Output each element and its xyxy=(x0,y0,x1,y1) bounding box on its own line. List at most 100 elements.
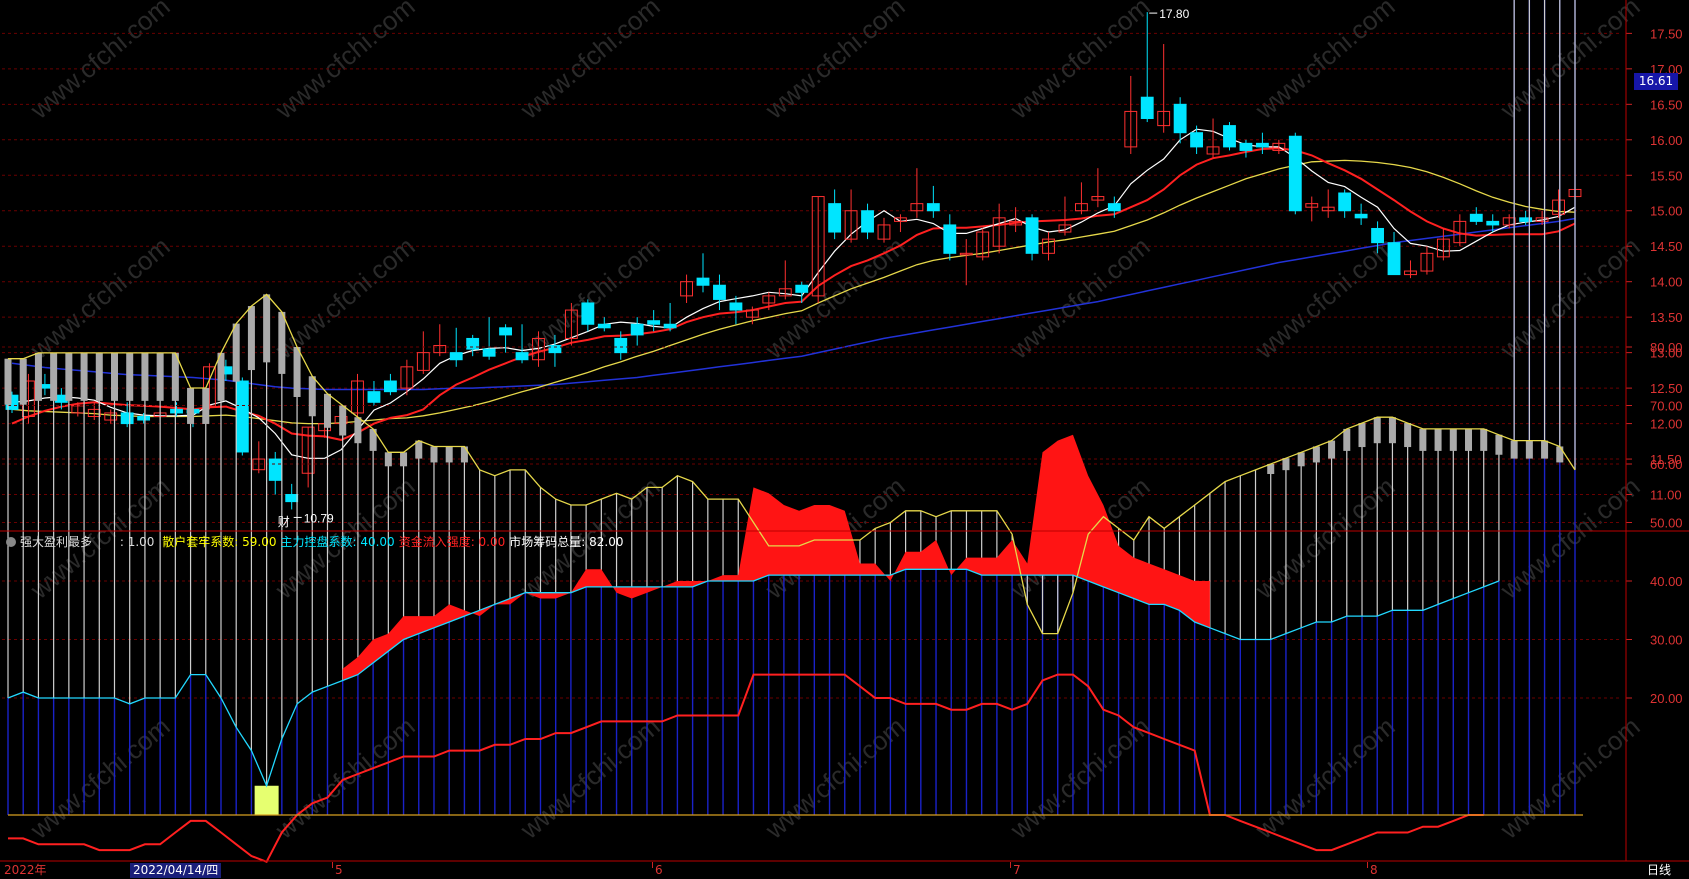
candle[interactable] xyxy=(1173,103,1187,134)
candle[interactable] xyxy=(1107,203,1121,212)
candle[interactable] xyxy=(252,458,266,471)
candle[interactable] xyxy=(1387,242,1401,276)
candle[interactable] xyxy=(548,345,562,354)
candle[interactable] xyxy=(285,494,299,503)
candle[interactable] xyxy=(1255,142,1269,148)
candle[interactable] xyxy=(959,252,973,256)
indicator-name[interactable]: 强大盈利最多 xyxy=(20,535,93,549)
candle[interactable] xyxy=(515,352,529,361)
candle[interactable] xyxy=(1338,192,1352,212)
candle[interactable] xyxy=(1091,196,1105,201)
candle[interactable] xyxy=(680,281,693,297)
candle[interactable] xyxy=(861,210,874,233)
candle[interactable] xyxy=(400,366,414,389)
candle[interactable] xyxy=(203,366,216,407)
candle[interactable] xyxy=(1519,217,1533,222)
candle[interactable] xyxy=(1009,220,1023,226)
indicator-first-value: : 1.00 xyxy=(119,535,155,549)
candle[interactable] xyxy=(926,203,940,212)
trapped-cap xyxy=(308,376,316,417)
candle[interactable] xyxy=(844,210,858,240)
candle[interactable] xyxy=(482,348,496,357)
candle[interactable] xyxy=(564,309,578,339)
candle[interactable] xyxy=(1157,110,1171,127)
candle[interactable] xyxy=(614,337,628,354)
candle[interactable] xyxy=(696,277,710,286)
candle[interactable] xyxy=(745,309,759,318)
candle[interactable] xyxy=(976,231,990,258)
candle[interactable] xyxy=(416,352,430,371)
candle[interactable] xyxy=(597,323,611,329)
candle[interactable] xyxy=(581,302,595,325)
candle[interactable] xyxy=(1272,142,1286,151)
indicator-bars[interactable] xyxy=(4,0,1584,864)
candle[interactable] xyxy=(1124,110,1138,148)
candle[interactable] xyxy=(1223,125,1236,148)
candle[interactable] xyxy=(466,337,480,350)
candle[interactable] xyxy=(1486,220,1500,226)
candle[interactable] xyxy=(1371,227,1384,244)
candle[interactable] xyxy=(499,327,513,336)
candles[interactable] xyxy=(5,12,1582,510)
candle[interactable] xyxy=(663,323,677,329)
candle[interactable] xyxy=(1305,203,1319,208)
candle[interactable] xyxy=(943,224,957,254)
candle[interactable] xyxy=(1239,142,1253,151)
candle[interactable] xyxy=(120,412,134,425)
watermark: www.cfchi.com xyxy=(269,231,421,365)
candle[interactable] xyxy=(1025,217,1039,254)
candle[interactable] xyxy=(630,323,644,336)
candle[interactable] xyxy=(1140,96,1154,120)
candle[interactable] xyxy=(1436,238,1450,258)
selected-date[interactable]: 2022/04/14/四 xyxy=(130,863,222,878)
candle[interactable] xyxy=(894,217,907,222)
candle[interactable] xyxy=(1288,135,1302,212)
trapped-cap xyxy=(156,352,164,401)
candle[interactable] xyxy=(449,352,463,361)
candle[interactable] xyxy=(877,224,891,240)
indicator-tick-label: 40.00 xyxy=(1650,574,1683,589)
candle[interactable] xyxy=(1502,217,1516,226)
candle[interactable] xyxy=(1404,270,1417,276)
candle[interactable] xyxy=(729,302,743,311)
trapped-cap xyxy=(293,347,301,397)
candle[interactable] xyxy=(1535,217,1549,222)
trapped-cap xyxy=(110,352,118,401)
candle[interactable] xyxy=(532,337,545,361)
candle[interactable] xyxy=(170,408,183,414)
candle[interactable] xyxy=(992,217,1006,247)
candle[interactable] xyxy=(367,391,381,403)
candle[interactable] xyxy=(351,380,364,414)
candle[interactable] xyxy=(647,320,661,325)
candle[interactable] xyxy=(87,408,101,417)
candle[interactable] xyxy=(795,284,809,293)
candle[interactable] xyxy=(1190,132,1204,148)
candle[interactable] xyxy=(301,426,315,474)
candle[interactable] xyxy=(383,380,397,393)
candle[interactable] xyxy=(1469,213,1483,222)
candle[interactable] xyxy=(137,415,151,421)
candle[interactable] xyxy=(1042,238,1055,254)
period-label[interactable]: 日线 xyxy=(1646,863,1671,877)
candle[interactable] xyxy=(1420,252,1434,272)
candle[interactable] xyxy=(1206,146,1220,155)
watermark: www.cfchi.com xyxy=(759,0,911,125)
candle[interactable] xyxy=(713,284,726,300)
candle[interactable] xyxy=(828,203,842,233)
candle[interactable] xyxy=(1074,203,1088,212)
candle[interactable] xyxy=(1354,213,1368,219)
candle[interactable] xyxy=(433,345,447,354)
candle[interactable] xyxy=(1058,224,1072,233)
candle[interactable] xyxy=(1321,206,1335,212)
month-label: 6 xyxy=(655,863,663,877)
candle[interactable] xyxy=(762,295,776,304)
settings-icon[interactable] xyxy=(6,536,16,547)
candle[interactable] xyxy=(811,196,825,297)
candle[interactable] xyxy=(778,288,792,297)
candle[interactable] xyxy=(235,380,249,453)
candle[interactable] xyxy=(1453,220,1467,244)
candle[interactable] xyxy=(104,412,118,421)
candle[interactable] xyxy=(1552,199,1565,215)
candle[interactable] xyxy=(268,458,282,481)
candle[interactable] xyxy=(910,203,924,212)
